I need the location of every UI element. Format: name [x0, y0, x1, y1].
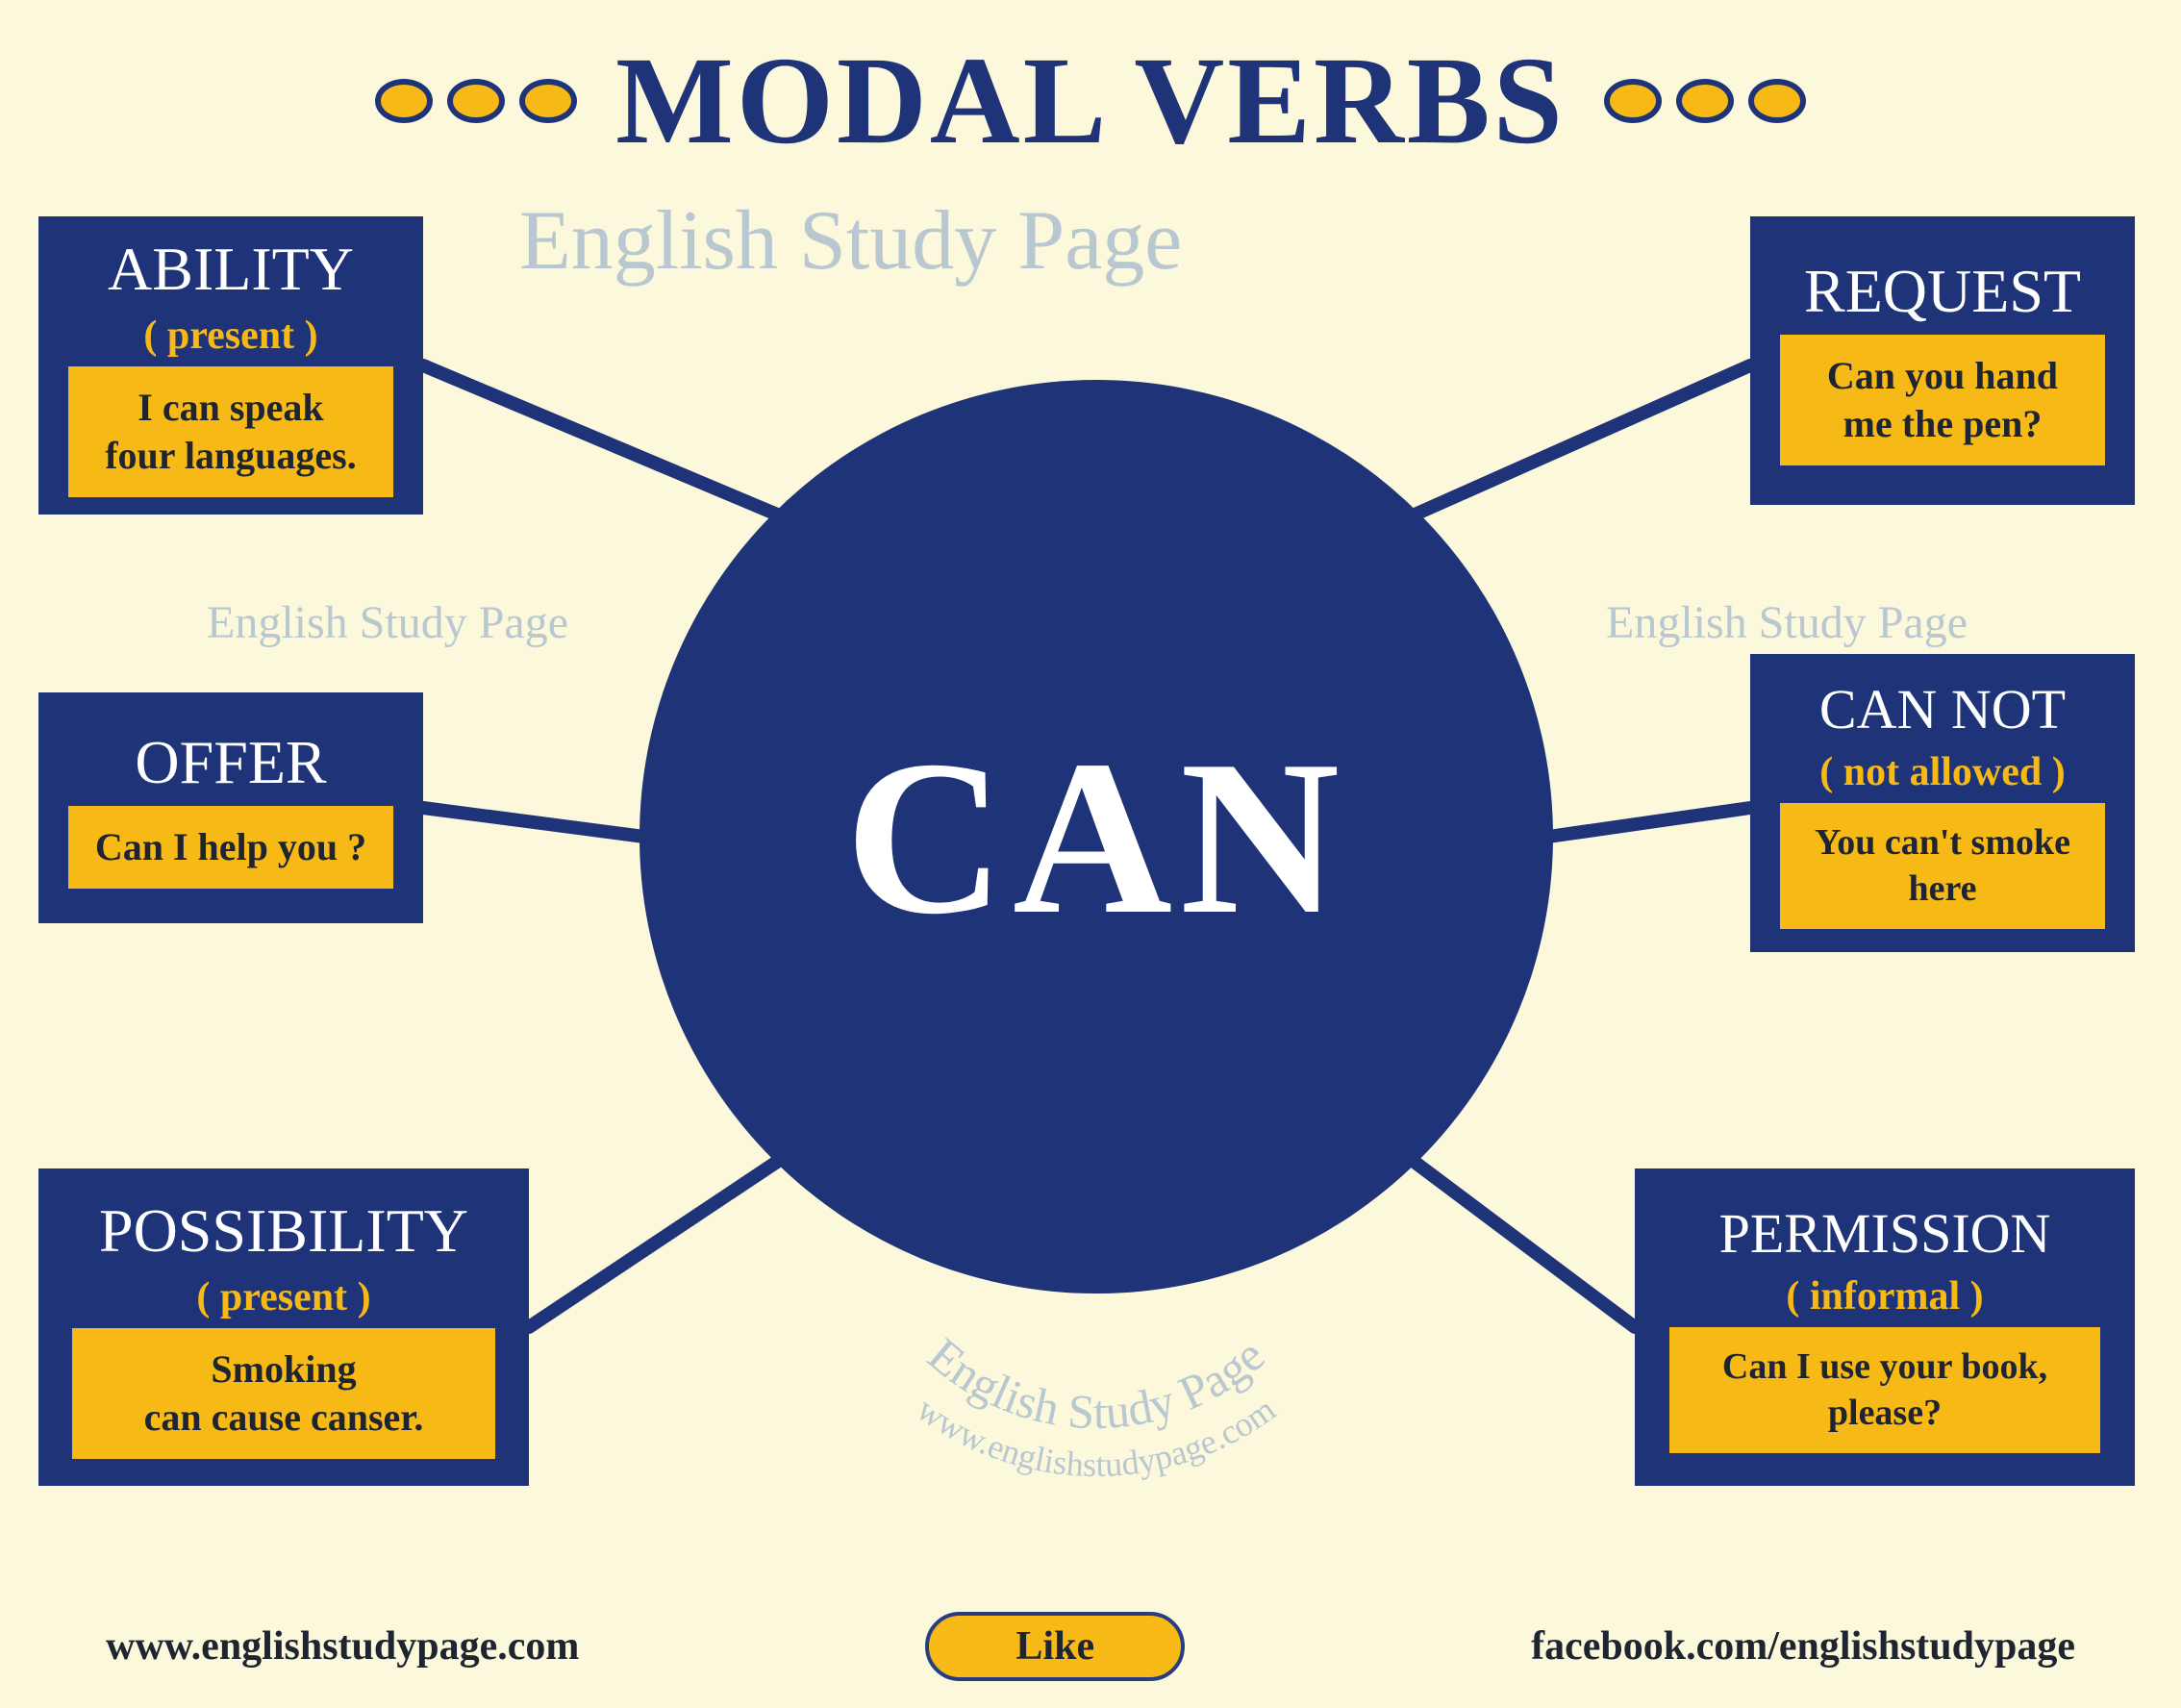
svg-text:www.englishstudypage.com: www.englishstudypage.com: [911, 1390, 1283, 1484]
card-possibility: POSSIBILITY ( present ) Smoking can cause …: [38, 1168, 529, 1486]
card-example: I can speak four languages.: [68, 366, 394, 497]
footer-url-right: facebook.com/englishstudypage: [1531, 1623, 2075, 1670]
card-request: REQUEST Can you hand me the pen?: [1750, 216, 2135, 505]
card-example: You can't smoke here: [1780, 803, 2106, 929]
watermark-top: English Study Page: [519, 192, 1182, 289]
card-title: REQUEST: [1804, 256, 2081, 327]
card-ability: ABILITY ( present ) I can speak four langu…: [38, 216, 423, 515]
svg-text:English Study Page: English Study Page: [918, 1327, 1275, 1439]
footer-url-left: www.englishstudypage.com: [106, 1623, 579, 1670]
title-row: MODAL VERBS: [0, 29, 2181, 173]
decorative-dot: [375, 79, 433, 123]
center-circle: CAN: [639, 380, 1553, 1294]
card-cannot: CAN NOT ( not allowed ) You can't smoke he…: [1750, 654, 2135, 952]
card-example: Smoking can cause canser.: [72, 1328, 495, 1459]
card-subtitle: ( present ): [196, 1274, 370, 1320]
card-offer: OFFER Can I help you ?: [38, 692, 423, 923]
dots-left: [375, 79, 577, 123]
card-subtitle: ( not allowed ): [1819, 749, 2066, 795]
watermark-right: English Study Page: [1606, 596, 1968, 649]
card-example: Can I help you ?: [68, 806, 394, 889]
card-subtitle: ( present ): [143, 313, 317, 359]
card-title: POSSIBILITY: [99, 1195, 468, 1267]
card-permission: PERMISSION ( informal ) Can I use your boo…: [1635, 1168, 2135, 1486]
card-title: ABILITY: [108, 234, 354, 305]
card-example: Can I use your book, please?: [1669, 1327, 2101, 1453]
decorative-dot: [519, 79, 577, 123]
card-subtitle: ( informal ): [1786, 1273, 1983, 1319]
decorative-dot: [1676, 79, 1734, 123]
center-word: CAN: [845, 710, 1347, 965]
decorative-dot: [1604, 79, 1662, 123]
infographic-canvas: MODAL VERBS English Study Page English S…: [0, 0, 2181, 1708]
decorative-dot: [1748, 79, 1806, 123]
like-button[interactable]: Like: [925, 1612, 1185, 1681]
watermark-left: English Study Page: [207, 596, 568, 649]
footer: www.englishstudypage.com Like facebook.c…: [0, 1612, 2181, 1681]
decorative-dot: [447, 79, 505, 123]
card-title: CAN NOT: [1819, 677, 2066, 741]
card-title: PERMISSION: [1719, 1201, 2051, 1266]
card-example: Can you hand me the pen?: [1780, 335, 2106, 465]
dots-right: [1604, 79, 1806, 123]
card-title: OFFER: [135, 727, 326, 798]
main-title: MODAL VERBS: [615, 29, 1566, 173]
